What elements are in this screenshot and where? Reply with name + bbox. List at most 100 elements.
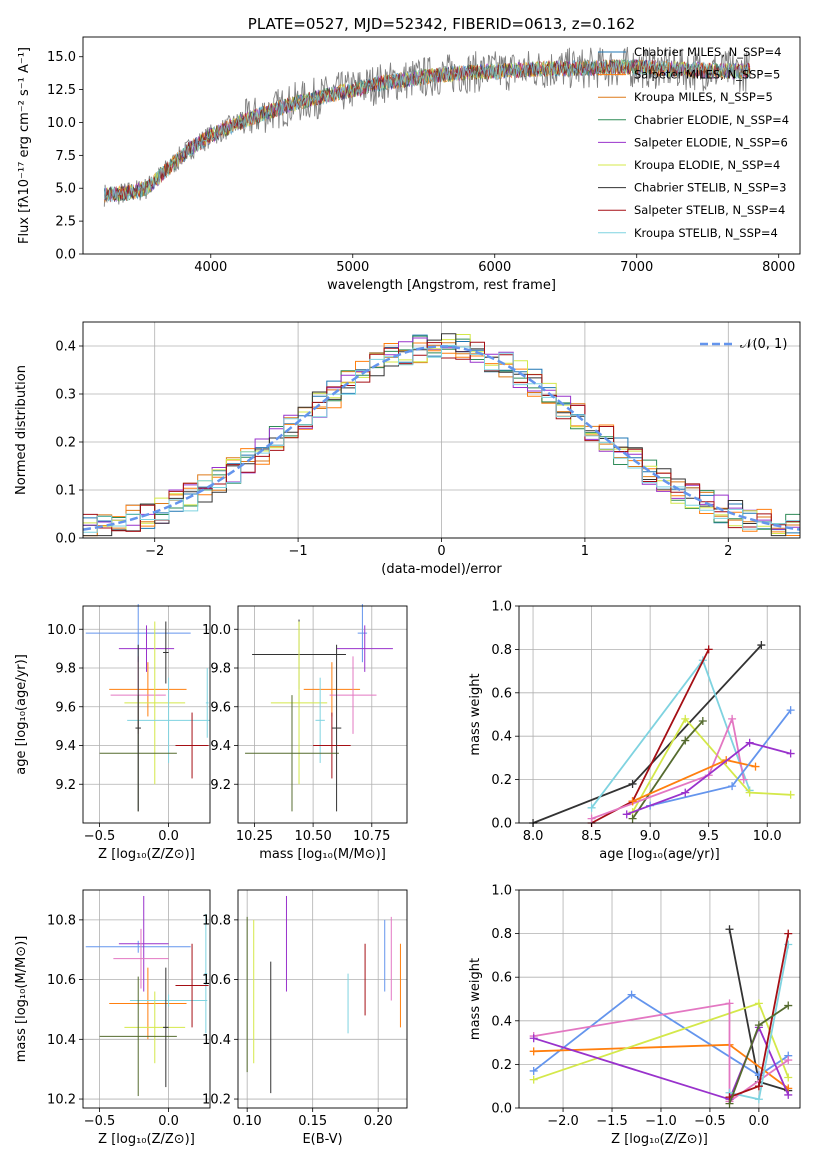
chart-weight_vs_Z: −2.0 −1.5 −1.0 −0.5 0.0 0.0 0.2 0.4 0.6 0.8 1.0 Z [… [468,884,801,1147]
y-tick-label: 10.6 [47,973,76,988]
x-axis-label: Z [log₁₀(Z/Z⊙)] [98,1132,195,1147]
x-tick-label: 0.0 [749,1114,770,1129]
x-axis-label: Z [log₁₀(Z/Z⊙)] [611,1132,708,1147]
x-tick-label: 8.5 [581,829,602,844]
y-axis-label: Normed distribution [14,365,29,495]
chart-age_vs_Z: −0.5 0.0 9.2 9.4 9.6 9.8 10.0 Z [log₁₀(Z/Z⊙)] ag… [14,604,211,862]
y-tick-label: 9.4 [210,739,231,754]
x-tick-label: 2 [724,544,732,559]
legend-entry: Kroupa MILES, N_SSP=5 [634,90,773,104]
x-tick-label: 5000 [336,260,369,275]
y-tick-label: 0.4 [491,1014,512,1029]
x-tick-label: −1.5 [596,1114,628,1129]
weight-marker [786,749,795,758]
axes-frame [82,889,211,1109]
axes-frame [82,605,211,824]
weight-marker [784,1056,793,1065]
x-tick-label: 0.0 [158,1114,179,1129]
y-tick-label: 10.0 [202,623,231,638]
x-axis-label: Z [log₁₀(Z/Z⊙)] [98,847,195,862]
x-tick-label: 0 [437,544,445,559]
y-axis-label: mass weight [468,673,483,755]
y-tick-label: 10.4 [202,1033,231,1048]
x-tick-label: −0.5 [84,829,116,844]
weight-line [533,1002,789,1104]
y-tick-label: 10.2 [47,1093,76,1108]
plot-area [529,925,793,1108]
weight-marker [681,788,690,797]
x-axis-label: age [log₁₀(age/yr)] [599,847,720,862]
chart-residuals: −2 −1 0 1 2 0.0 0.1 0.2 0.3 0.4 (data-model)/error… [14,321,801,577]
x-tick-label: 0.20 [364,1114,393,1129]
weight-marker [698,717,707,726]
legend-entry: Salpeter STELIB, N_SSP=4 [634,203,785,217]
y-tick-label: 0.0 [55,532,76,547]
x-tick-label: 10.0 [753,829,782,844]
y-tick-label: 0.3 [55,388,76,403]
legend-entry: Chabrier STELIB, N_SSP=3 [634,181,786,195]
x-tick-label: 9.0 [640,829,661,844]
y-tick-label: 0.2 [491,773,512,788]
y-tick-label: 9.8 [55,662,76,677]
y-tick-label: 9.2 [55,778,76,793]
y-tick-label: 9.4 [55,739,76,754]
histogram-series [83,333,800,537]
legend-entry: Salpeter MILES, N_SSP=5 [634,68,780,82]
weight-marker [784,929,793,938]
x-tick-label: 7000 [620,260,653,275]
weight-marker [784,1001,793,1010]
y-tick-label: 0.4 [491,730,512,745]
x-tick-label: 4000 [194,260,227,275]
y-tick-label: 10.2 [202,1093,231,1108]
weight-marker [754,1095,763,1104]
weight-marker [725,1099,734,1108]
spectrum-model-line [104,59,751,201]
y-tick-label: 15.0 [47,50,76,65]
x-tick-label: 0.10 [233,1114,262,1129]
legend-entry: Chabrier ELODIE, N_SSP=4 [634,113,789,127]
plot-area [103,46,751,207]
y-tick-label: 5.0 [55,182,76,197]
plot-area [529,641,795,827]
x-axis-label: wavelength [Angstrom, rest frame] [327,278,556,293]
plot-area [245,604,393,812]
y-tick-label: 0.6 [491,686,512,701]
weight-marker [529,1047,538,1056]
weight-marker [628,814,637,823]
weight-marker [739,775,748,784]
weight-marker [587,814,596,823]
y-tick-label: 9.8 [210,662,231,677]
weight-marker [754,1021,763,1030]
chart-title: PLATE=0527, MJD=52342, FIBERID=0613, z=0… [248,15,635,33]
y-tick-label: 0.8 [491,643,512,658]
chart-mass_vs_EBV: 0.10 0.15 0.20 10.2 10.4 10.6 10.8 E(B-V) [202,889,408,1147]
plot-area [85,895,209,1097]
weight-marker [725,925,734,934]
weight-marker [704,645,713,654]
y-axis-label: mass [log₁₀(M/M⊙)] [14,936,29,1063]
weight-marker [627,990,636,999]
x-axis-label: mass [log₁₀(M/M⊙)] [259,847,386,862]
x-axis-label: E(B-V) [302,1132,342,1147]
weight-marker [622,810,631,819]
x-tick-label: −2 [145,544,164,559]
y-tick-label: 10.0 [47,116,76,131]
weight-marker [745,738,754,747]
y-tick-label: 9.6 [210,700,231,715]
x-tick-label: −2.0 [547,1114,579,1129]
weight-marker [754,999,763,1008]
y-tick-label: 10.4 [47,1033,76,1048]
weight-marker [786,790,795,799]
chart-age_vs_mass: 10.25 10.50 10.75 9.2 9.4 9.6 9.8 10.0 mass [log… [202,604,408,862]
x-tick-label: 10.50 [295,829,332,844]
axes-frame [82,36,801,255]
y-tick-label: 0.0 [491,1102,512,1117]
plot-area [246,895,401,1094]
weight-marker [757,641,766,650]
weight-marker [751,762,760,771]
y-tick-label: 0.2 [491,1058,512,1073]
axes-frame [518,889,801,1109]
x-tick-label: 0.0 [158,829,179,844]
y-tick-label: 0.4 [55,340,76,355]
y-axis-label: Flux [fλ10⁻¹⁷ erg cm⁻² s⁻¹ A⁻¹] [17,47,32,244]
